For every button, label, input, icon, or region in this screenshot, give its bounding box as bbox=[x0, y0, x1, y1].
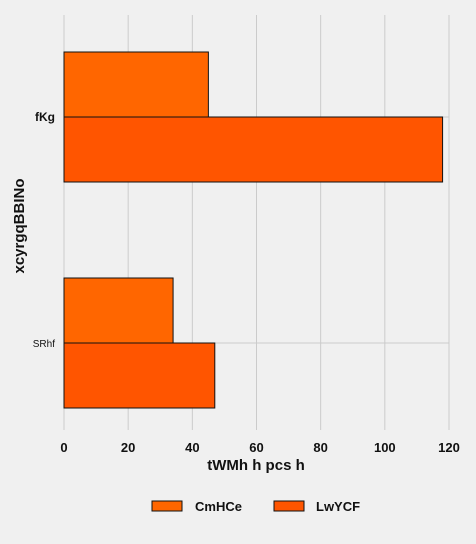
bar-LwYCF-fKg bbox=[63, 116, 444, 183]
bar-LwYCF-SRhf bbox=[63, 342, 216, 409]
x-axis-label: tWMh h pcs h bbox=[207, 457, 305, 474]
x-tick-label: 80 bbox=[313, 440, 327, 455]
y-axis-label: xcyrgqBBINo bbox=[11, 178, 28, 273]
legend: CmHCe LwYCF bbox=[151, 499, 360, 514]
bar-CmHCe-fKg bbox=[63, 51, 209, 118]
x-tick-label: 100 bbox=[374, 440, 396, 455]
legend-label-LwYCF: LwYCF bbox=[316, 499, 360, 514]
legend-swatch-LwYCF bbox=[273, 500, 305, 512]
bar-CmHCe-SRhf bbox=[63, 277, 174, 344]
x-tick-label: 120 bbox=[438, 440, 460, 455]
legend-swatch-CmHCe bbox=[151, 500, 183, 512]
y-tick-label: SRhf bbox=[33, 339, 55, 350]
x-tick-label: 0 bbox=[60, 440, 67, 455]
y-tick-labels: fKg SRhf bbox=[33, 110, 55, 350]
y-tick-label: fKg bbox=[35, 110, 55, 124]
legend-label-CmHCe: CmHCe bbox=[195, 499, 242, 514]
x-tick-label: 20 bbox=[121, 440, 135, 455]
x-tick-label: 60 bbox=[249, 440, 263, 455]
x-tick-label: 40 bbox=[185, 440, 199, 455]
bars bbox=[63, 51, 444, 409]
x-tick-labels: 0 20 40 60 80 100 120 bbox=[60, 440, 459, 455]
